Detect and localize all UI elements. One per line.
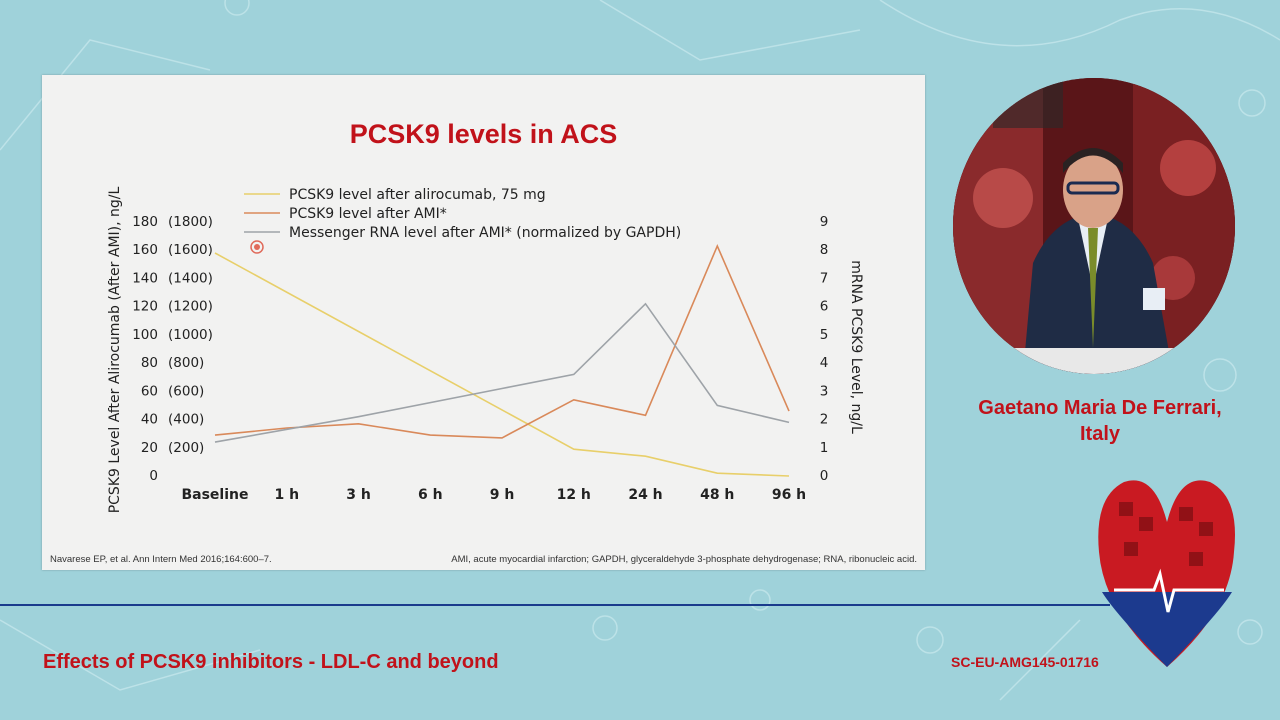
series-line: [214, 243, 790, 439]
y-left-tick-label-secondary: (1600): [168, 242, 213, 258]
speaker-name-line: Gaetano Maria De Ferrari,: [978, 397, 1222, 419]
y-right-tick-label: 3: [820, 383, 829, 399]
cursor-marker-icon: [250, 240, 264, 254]
y-left-tick-label: 20: [141, 440, 158, 456]
y-left-tick-label-secondary: (1000): [168, 327, 213, 343]
y-left-tick-label: 140: [132, 270, 158, 286]
x-tick-label: 9 h: [490, 487, 515, 503]
footer-divider: [0, 604, 1110, 606]
y-left-tick-label: 40: [141, 412, 158, 428]
speaker-name: Gaetano Maria De Ferrari, Italy: [940, 395, 1260, 447]
legend-label: Messenger RNA level after AMI* (normaliz…: [289, 225, 681, 241]
series-line: [214, 302, 790, 443]
speaker-country: Italy: [1079, 423, 1121, 445]
y-left-tick-label-secondary: (400): [168, 412, 204, 428]
y-right-tick-label: 8: [820, 242, 829, 258]
y-right-tick-label: 2: [820, 412, 829, 428]
x-tick-label: 48 h: [700, 487, 734, 503]
x-tick-label: 6 h: [418, 487, 443, 503]
x-tick-label: 1 h: [274, 487, 299, 503]
y-right-tick-label: 9: [820, 214, 829, 230]
y-right-tick-label: 0: [820, 468, 829, 484]
y-left-tick-label: 80: [141, 355, 158, 371]
y-right-tick-label: 7: [820, 270, 829, 286]
y-left-tick-label-secondary: (800): [168, 355, 204, 371]
heart-logo-icon: [1098, 480, 1235, 667]
y-left-tick-label-secondary: (600): [168, 383, 204, 399]
abbreviations-footnote: AMI, acute myocardial infarction; GAPDH,…: [451, 554, 917, 565]
y-right-tick-label: 6: [820, 299, 829, 315]
y-left-tick-label-secondary: (1800): [168, 214, 213, 230]
y-left-axis-label: PCSK9 Level After Alirocumab (After AMI)…: [107, 187, 123, 514]
legend-label: PCSK9 level after AMI*: [289, 206, 447, 222]
slide-panel: PCSK9 levels in ACS PCSK9 level after al…: [42, 75, 925, 570]
y-left-tick-label: 160: [132, 242, 158, 258]
pcsk9-line-chart: PCSK9 level after alirocumab, 75 mg PCSK9…: [107, 187, 864, 514]
chart-legend: PCSK9 level after alirocumab, 75 mg PCSK9…: [244, 187, 681, 241]
chart-series: [214, 243, 790, 477]
presentation-title: Effects of PCSK9 inhibitors - LDL-C and …: [43, 651, 499, 673]
document-code: SC-EU-AMG145-01716: [951, 654, 1099, 670]
citation-footnote: Navarese EP, et al. Ann Intern Med 2016;…: [50, 554, 272, 565]
y-left-tick-label: 120: [132, 299, 158, 315]
y-left-tick-label: 180: [132, 214, 158, 230]
speaker-video-image: [953, 78, 1235, 374]
y-right-tick-label: 5: [820, 327, 829, 343]
y-left-tick-label: 60: [141, 383, 158, 399]
y-left-tick-label: 100: [132, 327, 158, 343]
series-line: [214, 252, 790, 477]
y-right-tick-label: 4: [820, 355, 829, 371]
x-tick-label: Baseline: [181, 487, 248, 503]
chart-axes: 020 (200)40 (400)60 (600)80 (800)100 (1000)12…: [107, 187, 864, 514]
x-tick-label: 96 h: [772, 487, 806, 503]
y-left-tick-label-secondary: (1400): [168, 270, 213, 286]
speaker-video-feed: [953, 78, 1235, 374]
legend-label: PCSK9 level after alirocumab, 75 mg: [289, 187, 546, 203]
slide-title: PCSK9 levels in ACS: [349, 119, 618, 149]
y-left-tick-label-secondary: (200): [168, 440, 204, 456]
y-right-tick-label: 1: [820, 440, 829, 456]
x-tick-label: 12 h: [557, 487, 591, 503]
y-left-tick-label-secondary: (1200): [168, 299, 213, 315]
x-tick-label: 24 h: [628, 487, 662, 503]
y-right-axis-label: mRNA PCSK9 Level, ng/L: [848, 260, 864, 434]
y-left-tick-label: 0: [149, 468, 158, 484]
x-tick-label: 3 h: [346, 487, 371, 503]
